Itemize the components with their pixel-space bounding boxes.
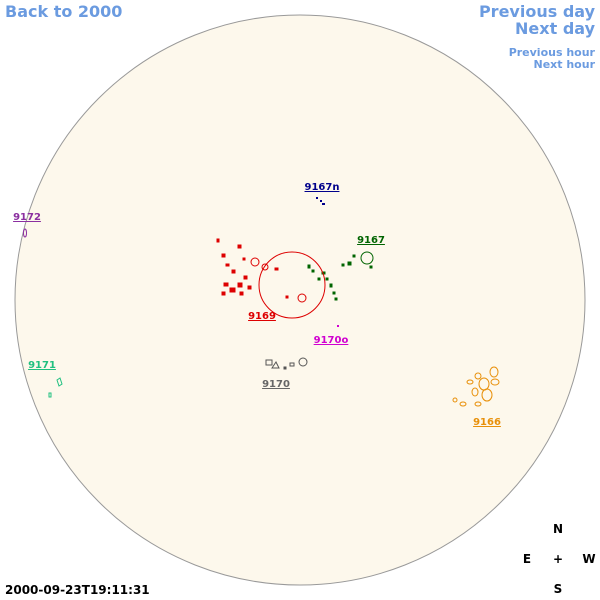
spots-9166 (452, 366, 500, 407)
spots-9169 (216, 238, 326, 319)
compass-east: E (523, 552, 531, 566)
compass-center: + (553, 552, 563, 566)
region-label[interactable]: 9171 (28, 360, 56, 371)
region-label[interactable]: 9170o (314, 335, 349, 346)
solar-disk (14, 14, 586, 586)
compass-south: S (554, 582, 563, 596)
next-day-link[interactable]: Next day (515, 19, 596, 38)
spots-9170 (265, 357, 308, 370)
spots-9170o (337, 325, 339, 327)
spots-9171 (48, 377, 63, 398)
region-label[interactable]: 9170 (262, 379, 290, 390)
compass-north: N (553, 522, 563, 536)
previous-hour-link[interactable]: Previous hour (509, 46, 596, 59)
region-label[interactable]: 9166 (473, 417, 501, 428)
compass-west: W (582, 552, 595, 566)
spots-9167 (307, 251, 374, 301)
spots-9167n (316, 197, 325, 205)
back-link[interactable]: Back to 2000 (5, 2, 122, 21)
timestamp: 2000-09-23T19:11:31 (5, 583, 150, 597)
region-label[interactable]: 9167 (357, 235, 385, 246)
region-label[interactable]: 9167n (305, 182, 340, 193)
previous-day-link[interactable]: Previous day (479, 2, 596, 21)
next-hour-link[interactable]: Next hour (534, 58, 596, 71)
region-label[interactable]: 9172 (13, 212, 41, 223)
spots-9172 (23, 228, 27, 238)
region-label[interactable]: 9169 (248, 311, 276, 322)
